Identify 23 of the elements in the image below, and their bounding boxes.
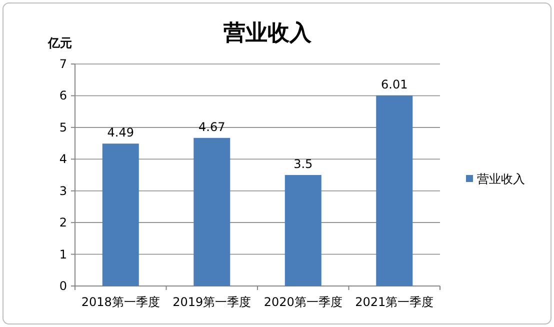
y-tick-label: 3	[59, 184, 67, 198]
bar	[102, 144, 139, 286]
bar	[194, 138, 230, 286]
x-tick-label: 2018第一季度	[81, 295, 160, 309]
y-tick-label: 1	[59, 247, 67, 262]
x-tick-label: 2020第一季度	[264, 295, 342, 309]
data-label: 4.49	[107, 126, 134, 140]
y-tick-label: 5	[59, 120, 67, 134]
y-tick-label: 0	[59, 279, 67, 293]
y-tick-label: 7	[59, 57, 67, 71]
data-label: 3.5	[294, 157, 313, 171]
chart-title: 营业收入	[222, 21, 312, 46]
data-label: 6.01	[381, 77, 408, 92]
bar	[376, 95, 413, 286]
legend-label: 营业收入	[477, 172, 525, 186]
y-axis-title: 亿元	[47, 36, 72, 50]
x-tick-label: 2021第一季度	[355, 295, 434, 309]
y-tick-label: 2	[59, 216, 67, 230]
x-tick-label: 2019第一季度	[172, 295, 252, 309]
bar	[284, 175, 322, 286]
data-label: 4.67	[198, 120, 226, 134]
y-tick-label: 4	[59, 152, 67, 166]
y-tick-label: 6	[59, 88, 67, 103]
